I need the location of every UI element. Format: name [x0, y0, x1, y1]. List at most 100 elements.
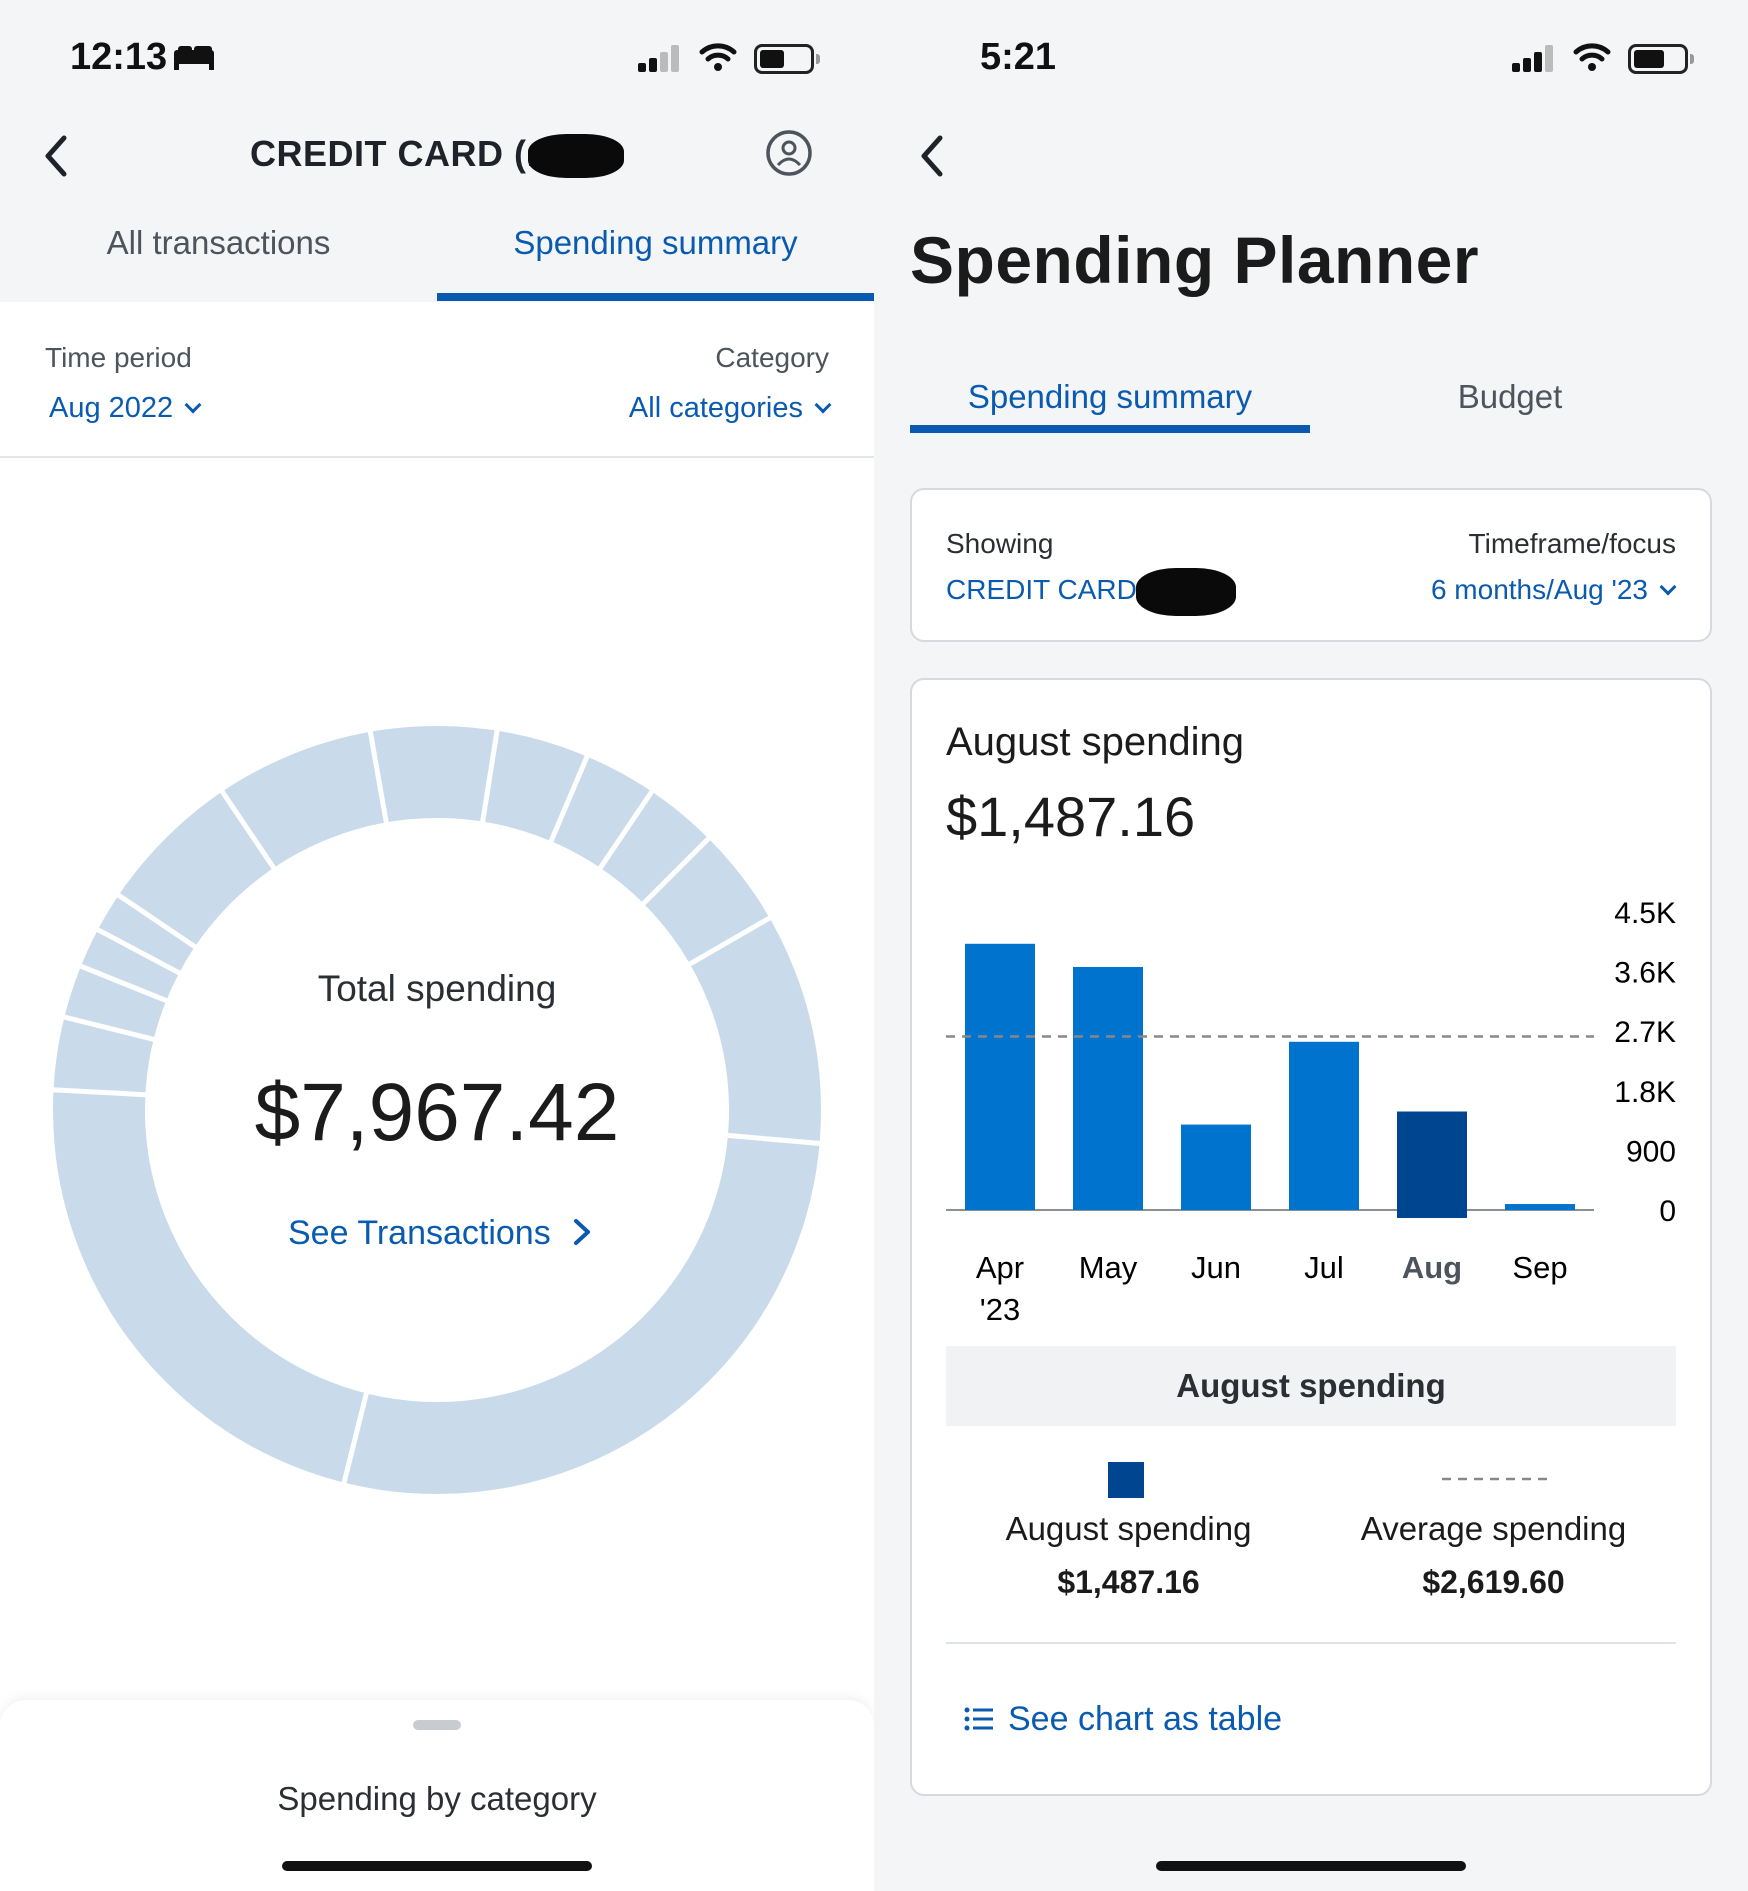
donut-segment-divider: [51, 1087, 148, 1098]
legend-header: August spending: [946, 1346, 1676, 1426]
chevron-down-icon: [184, 396, 202, 414]
legend-swatch-august: [1108, 1462, 1144, 1498]
status-time: 12:13: [70, 36, 168, 78]
legend-august-label: August spending: [1005, 1510, 1252, 1547]
bar-apr[interactable]: [965, 943, 1035, 1210]
chart-amount: $1,487.16: [946, 785, 1196, 848]
donut-segments: [51, 726, 822, 1494]
y-tick-label: 900: [1626, 1135, 1676, 1168]
time-period-select[interactable]: Aug 2022: [49, 392, 202, 425]
donut-segment-divider: [479, 728, 500, 824]
see-transactions-link[interactable]: See Transactions: [288, 1214, 594, 1253]
y-tick-label: 2.7K: [1614, 1016, 1676, 1049]
donut-segment-divider: [78, 963, 170, 1004]
home-indicator: [282, 1861, 592, 1871]
donut-segment-divider: [115, 892, 198, 950]
redaction-mark: [528, 134, 624, 178]
right-screen: 5:21 Spending Planner Spending summary B…: [874, 0, 1748, 1891]
see-transactions-label: See Transactions: [288, 1214, 551, 1252]
page-title: Spending Planner: [910, 223, 1480, 297]
see-chart-as-table-label: See chart as table: [1008, 1700, 1283, 1738]
tab-spending-summary[interactable]: Spending summary: [513, 224, 798, 261]
spending-donut-chart: [51, 726, 822, 1494]
x-tick-label: Jul: [1304, 1250, 1344, 1285]
tab-spending-summary[interactable]: Spending summary: [967, 378, 1253, 415]
legend-header-label: August spending: [1176, 1367, 1446, 1404]
tab-all-transactions[interactable]: All transactions: [106, 224, 331, 261]
donut-segment-divider: [219, 788, 277, 871]
active-tab-indicator: [437, 293, 874, 301]
wifi-icon: [699, 43, 737, 71]
timeframe-select-value: 6 months/Aug '23: [1430, 574, 1648, 605]
donut-segment-divider: [725, 1132, 822, 1147]
category-select[interactable]: All categories: [628, 392, 832, 425]
donut-segment-divider: [61, 1014, 157, 1043]
divider: [946, 1642, 1676, 1644]
home-indicator: [1156, 1861, 1466, 1871]
sleep-focus-icon: [174, 46, 214, 70]
donut-segment-divider: [95, 926, 183, 977]
sheet-grabber[interactable]: [413, 1720, 461, 1730]
category-label: Category: [715, 342, 829, 373]
donut-segment-divider: [548, 753, 591, 845]
y-tick-label: 3.6K: [1614, 957, 1676, 990]
x-tick-label: '23: [980, 1292, 1020, 1327]
active-tab-indicator: [910, 425, 1310, 433]
spending-chart-card: August spending $1,487.16 4.5K 3.6K 2.7K 1.…: [910, 678, 1712, 1796]
signal-icon: [1512, 44, 1556, 72]
chevron-down-icon: [1659, 578, 1677, 596]
back-arrow-icon[interactable]: [916, 134, 948, 178]
legend-august-value: $1,487.16: [1057, 1564, 1200, 1600]
bar-may[interactable]: [1073, 966, 1143, 1210]
y-tick-label: 4.5K: [1614, 897, 1676, 930]
tab-budget[interactable]: Budget: [1457, 378, 1563, 415]
bar-jul[interactable]: [1289, 1041, 1359, 1210]
signal-icon: [638, 44, 682, 72]
timeframe-select[interactable]: 6 months/Aug '23: [1430, 574, 1677, 606]
time-period-label: Time period: [45, 342, 192, 373]
x-tick-label: Jun: [1191, 1250, 1241, 1285]
total-spending-value: $7,967.42: [254, 1067, 620, 1158]
legend-average-value: $2,619.60: [1422, 1564, 1565, 1600]
sheet-title: Spending by category: [277, 1780, 597, 1817]
battery-icon: [754, 44, 820, 74]
chevron-down-icon: [814, 396, 832, 414]
back-arrow-icon[interactable]: [40, 134, 72, 178]
account-title: CREDIT CARD (...: [250, 133, 558, 174]
donut-segment-divider: [341, 1390, 370, 1486]
donut-segment-divider: [686, 914, 773, 968]
divider: [0, 456, 874, 458]
bar-jun[interactable]: [1181, 1124, 1251, 1210]
status-time: 5:21: [980, 36, 1057, 78]
donut-segment-divider: [597, 788, 655, 871]
category-value: All categories: [628, 392, 803, 424]
x-tick-label: Aug: [1402, 1250, 1462, 1285]
showing-label: Showing: [946, 528, 1054, 559]
y-tick-label: 0: [1659, 1195, 1676, 1228]
left-screen: 12:13 CREDIT CARD (... All transactions …: [0, 0, 874, 1891]
battery-icon: [1628, 44, 1694, 74]
donut-segment-divider: [367, 729, 390, 825]
timeframe-label: Timeframe/focus: [1468, 528, 1676, 559]
chevron-right-icon: [574, 1219, 591, 1245]
filter-card: Showing CREDIT CARD (... Timeframe/focus…: [910, 488, 1712, 642]
redaction-mark: [1136, 568, 1236, 616]
donut-segment-divider: [640, 835, 712, 907]
profile-icon[interactable]: [764, 128, 814, 178]
x-tick-label: May: [1079, 1250, 1138, 1285]
legend-average-label: Average spending: [1360, 1510, 1627, 1547]
x-tick-label: Apr: [976, 1250, 1024, 1285]
time-period-value: Aug 2022: [49, 392, 174, 424]
see-chart-as-table-link[interactable]: See chart as table: [964, 1700, 1282, 1739]
x-tick-label: Sep: [1512, 1250, 1567, 1285]
spending-by-category-sheet[interactable]: Spending by category: [0, 1700, 874, 1891]
chart-heading: August spending: [946, 720, 1245, 764]
monthly-spending-bar-chart: 4.5K 3.6K 2.7K 1.8K 900 0 Apr '23 May Jun Jul Aug Se…: [946, 897, 1676, 1327]
bar-aug[interactable]: [1397, 1111, 1467, 1218]
legend-swatch-average: [1442, 1477, 1552, 1481]
bar-sep[interactable]: [1505, 1204, 1575, 1210]
wifi-icon: [1573, 43, 1611, 71]
total-spending-label: Total spending: [317, 968, 557, 1009]
donut-ring: [53, 726, 821, 1494]
list-icon: [964, 1707, 993, 1731]
